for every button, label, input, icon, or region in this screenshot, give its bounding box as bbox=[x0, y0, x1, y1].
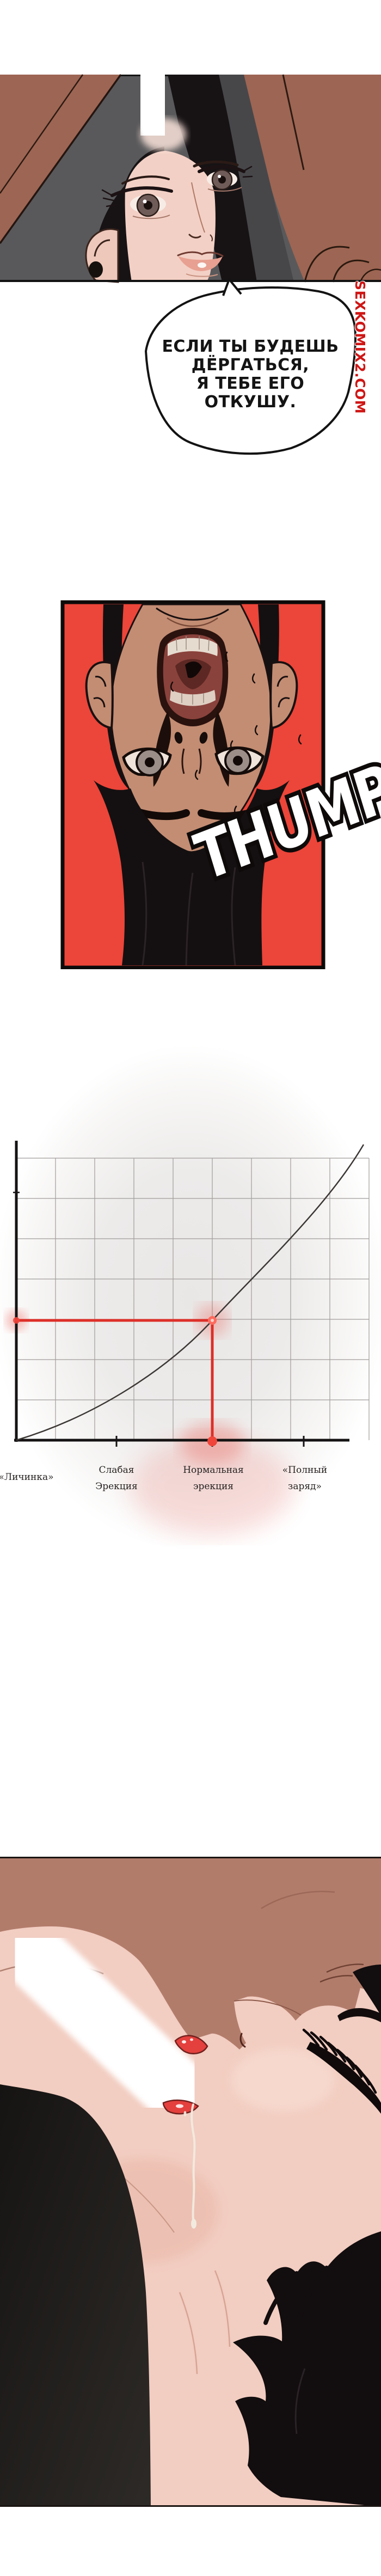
panel-bottom-closeup bbox=[0, 1857, 381, 2507]
left-eye bbox=[122, 748, 172, 776]
hair-shadow bbox=[216, 75, 294, 282]
bubble-line: ЕСЛИ ТЫ БУДЕШЬ bbox=[162, 337, 339, 356]
hair-bottom-right bbox=[233, 2231, 381, 2507]
x-label-lichinka: «Личинка» bbox=[0, 1472, 53, 1483]
x-label-slabaya-2: Эрекция bbox=[95, 1481, 138, 1492]
inverted-head bbox=[85, 603, 302, 853]
red-crosshair bbox=[13, 1316, 217, 1446]
right-eye bbox=[214, 747, 265, 775]
left-eyebrow bbox=[121, 175, 170, 185]
panel-bottom-border-bottom bbox=[0, 2505, 381, 2507]
right-eyebrow bbox=[193, 160, 239, 168]
bubble-line: ОТКУШУ. bbox=[204, 393, 297, 412]
right-eye bbox=[198, 165, 253, 192]
finger-line bbox=[359, 268, 381, 283]
white-finger bbox=[119, 30, 187, 152]
white-object bbox=[0, 1919, 212, 2126]
chart-section: «Личинка» Слабая Эрекция Нормальная эрек… bbox=[0, 969, 381, 1857]
body-crease-lines bbox=[319, 1963, 364, 1983]
panel-bottom-border-top bbox=[0, 1857, 381, 1858]
left-eye-lash bbox=[110, 186, 173, 197]
speech-bubble-text: ЕСЛИ ТЫ БУДЕШЬ ДЁРГАТЬСЯ, Я ТЕБЕ ЕГО ОТК… bbox=[155, 338, 346, 412]
eyebrow bbox=[337, 2008, 381, 2022]
bubble-tail bbox=[222, 278, 242, 296]
hair-bottom bbox=[94, 780, 290, 965]
x-label-normalnaya-1: Нормальная bbox=[183, 1465, 244, 1476]
erection-chart: «Личинка» Слабая Эрекция Нормальная эрек… bbox=[0, 1141, 370, 1535]
left-arm bbox=[0, 74, 122, 244]
chart-axes bbox=[13, 1141, 349, 1447]
speech-bubble bbox=[144, 278, 357, 455]
screaming-mouth bbox=[157, 628, 229, 726]
nostril bbox=[174, 732, 183, 744]
site-watermark: SEXKOMIX2.COM bbox=[352, 280, 370, 414]
nose-line bbox=[191, 182, 205, 233]
x-label-slabaya-1: Слабая bbox=[99, 1465, 134, 1476]
red-glow-label bbox=[131, 1437, 294, 1535]
neck-creases bbox=[179, 2270, 231, 2375]
finger-line bbox=[332, 259, 370, 283]
x-label-normalnaya-2: эрекция bbox=[193, 1481, 233, 1492]
earring bbox=[89, 261, 103, 278]
lips bbox=[177, 251, 224, 277]
ear bbox=[85, 228, 119, 283]
dark-corner bbox=[0, 2084, 151, 2507]
bubble-line: ДЁРГАТЬСЯ, bbox=[191, 356, 310, 375]
nose-profile-line bbox=[233, 1999, 302, 2016]
watermark-text: SEXKOMIX2.COM bbox=[352, 280, 368, 414]
closed-eye bbox=[302, 2028, 381, 2114]
x-label-polny-2: заряд» bbox=[288, 1481, 322, 1492]
ear-left bbox=[85, 661, 114, 730]
chart-grid bbox=[16, 1158, 370, 1440]
panel-top-closeup bbox=[0, 30, 381, 283]
drool bbox=[183, 2103, 196, 2229]
growth-curve bbox=[16, 1144, 365, 1441]
axis-point-dot bbox=[207, 1436, 217, 1446]
nostril bbox=[188, 234, 201, 238]
bubble-line: Я ТЕБЕ ЕГО bbox=[196, 374, 305, 393]
hair-top-right bbox=[353, 1965, 381, 2016]
lips bbox=[162, 2035, 208, 2115]
left-eye bbox=[101, 186, 173, 219]
x-label-polny-1: «Полный bbox=[282, 1465, 327, 1476]
hair-strands bbox=[142, 861, 236, 966]
ear-right bbox=[269, 661, 298, 730]
right-arm bbox=[244, 74, 381, 283]
panel-top-border-bottom bbox=[0, 280, 381, 282]
cheek-highlight bbox=[231, 2048, 335, 2112]
teeth-top bbox=[168, 638, 218, 656]
x-axis-labels: «Личинка» Слабая Эрекция Нормальная эрек… bbox=[0, 1465, 327, 1492]
nostril bbox=[239, 2033, 246, 2048]
panel-red-scream bbox=[60, 600, 325, 970]
finger-line bbox=[304, 246, 350, 283]
nostril bbox=[199, 732, 208, 744]
right-eye-lash bbox=[198, 165, 245, 173]
